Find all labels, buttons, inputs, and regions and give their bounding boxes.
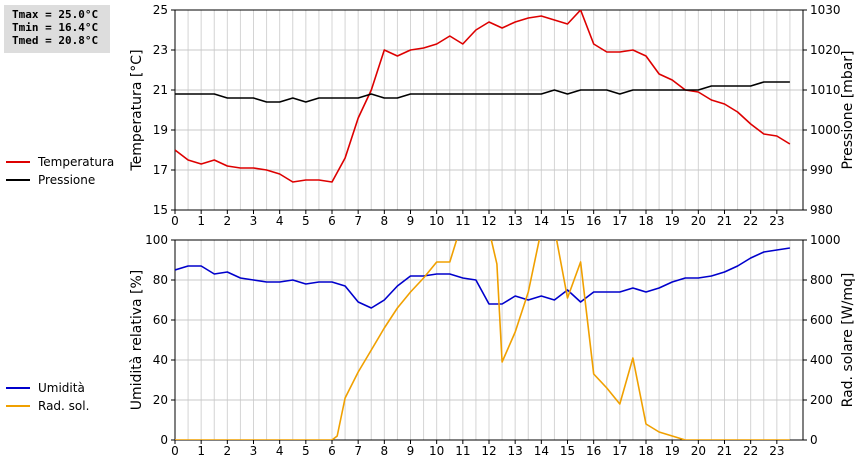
y-tick-label: 40 [153,353,168,367]
x-tick-label: 22 [743,214,758,228]
legend-label: Temperatura [38,155,115,169]
x-tick-label: 10 [429,444,444,458]
x-tick-label: 14 [534,214,549,228]
x-tick-label: 5 [302,214,310,228]
y-tick-label: 15 [153,203,168,217]
legend-swatch [6,405,30,407]
x-tick-label: 0 [171,214,179,228]
y2-axis-label: Rad. solare [W/mq] [840,273,856,408]
x-tick-label: 12 [481,444,496,458]
y-tick-label: 17 [153,163,168,177]
stats-box: Tmax = 25.0°C Tmin = 16.4°C Tmed = 20.8°… [4,5,110,53]
x-tick-label: 17 [612,214,627,228]
y-tick-label: 25 [153,3,168,17]
x-tick-label: 11 [455,214,470,228]
x-tick-label: 3 [250,444,258,458]
x-tick-label: 14 [534,444,549,458]
x-tick-label: 21 [717,444,732,458]
x-tick-label: 8 [381,214,389,228]
legend-item-temperatura: Temperatura [6,153,114,171]
x-tick-label: 12 [481,214,496,228]
legend-swatch [6,161,30,163]
x-tick-label: 23 [769,444,784,458]
y2-axis-label: Pressione [mbar] [840,50,856,169]
y-tick-label: 0 [160,433,168,447]
y2-tick-label: 990 [810,163,833,177]
series-line-pressione [175,81,790,103]
y-tick-label: 19 [153,123,168,137]
x-tick-label: 10 [429,214,444,228]
y2-tick-label: 400 [810,353,833,367]
x-tick-label: 6 [328,444,336,458]
x-tick-label: 2 [224,214,232,228]
series-line-rad-sol [175,240,790,440]
x-tick-label: 18 [638,444,653,458]
y2-tick-label: 600 [810,313,833,327]
x-tick-label: 5 [302,444,310,458]
x-tick-label: 3 [250,214,258,228]
x-tick-label: 2 [224,444,232,458]
x-tick-label: 15 [560,214,575,228]
tmax-stat: Tmax = 25.0°C [12,8,99,21]
x-tick-label: 17 [612,444,627,458]
legend-label: Pressione [38,173,96,187]
x-tick-label: 22 [743,444,758,458]
y-tick-label: 80 [153,273,168,287]
y2-tick-label: 1010 [810,83,841,97]
legend-label: Umidità [38,381,85,395]
y2-tick-label: 1030 [810,3,841,17]
x-tick-label: 19 [665,214,680,228]
x-tick-label: 7 [354,444,362,458]
x-tick-label: 1 [197,214,205,228]
legend-swatch [6,387,30,389]
y2-tick-label: 1000 [810,123,841,137]
legend-item-pressione: Pressione [6,171,114,189]
x-tick-label: 0 [171,444,179,458]
series-line-temperatura [175,10,791,183]
x-tick-label: 20 [691,214,706,228]
series-line-umidit [175,247,791,309]
x-tick-label: 15 [560,444,575,458]
legend-bottom: Umidità Rad. sol. [6,379,89,415]
y-tick-label: 60 [153,313,168,327]
y2-tick-label: 200 [810,393,833,407]
x-tick-label: 7 [354,214,362,228]
legend-swatch [6,179,30,181]
y2-tick-label: 0 [810,433,818,447]
x-tick-label: 1 [197,444,205,458]
x-tick-label: 6 [328,214,336,228]
y2-tick-label: 800 [810,273,833,287]
x-tick-label: 4 [276,444,284,458]
legend-label: Rad. sol. [38,399,90,413]
x-tick-label: 21 [717,214,732,228]
y2-tick-label: 1020 [810,43,841,57]
x-tick-label: 9 [407,444,415,458]
x-tick-label: 19 [665,444,680,458]
x-tick-label: 20 [691,444,706,458]
x-tick-label: 13 [508,444,523,458]
y-tick-label: 100 [145,233,168,247]
x-tick-label: 8 [381,444,389,458]
y-tick-label: 23 [153,43,168,57]
x-tick-label: 23 [769,214,784,228]
y-axis-label: Umidità relativa [%] [129,270,145,411]
x-tick-label: 16 [586,444,601,458]
x-tick-label: 11 [455,444,470,458]
tmed-stat: Tmed = 20.8°C [12,34,99,47]
y-axis-label: Temperatura [°C] [129,49,145,171]
tmin-stat: Tmin = 16.4°C [12,21,99,34]
x-tick-label: 13 [508,214,523,228]
x-tick-label: 16 [586,214,601,228]
x-tick-label: 9 [407,214,415,228]
y-tick-label: 21 [153,83,168,97]
legend-item-rad-sol: Rad. sol. [6,397,89,415]
x-tick-label: 4 [276,214,284,228]
y2-tick-label: 1000 [810,233,841,247]
legend-top: Temperatura Pressione [6,153,114,189]
y2-tick-label: 980 [810,203,833,217]
legend-item-umidita: Umidità [6,379,89,397]
x-tick-label: 18 [638,214,653,228]
y-tick-label: 20 [153,393,168,407]
